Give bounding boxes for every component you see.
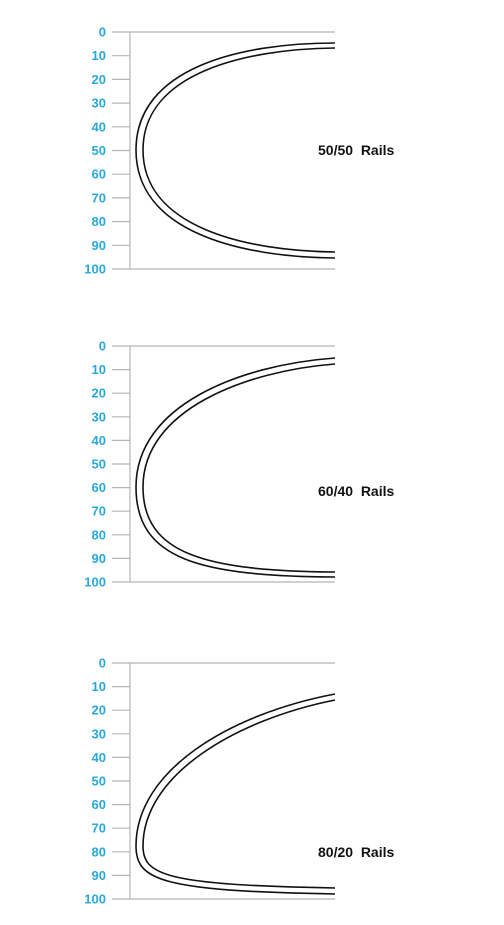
tick-label: 90 (92, 868, 106, 883)
tick-label: 50 (92, 774, 106, 789)
rail-panel-50-50: 0 10 20 30 40 50 60 70 80 90 100 50/50 R… (84, 25, 394, 277)
tick-labels: 0 10 20 30 40 50 60 70 80 90 100 (84, 339, 106, 590)
tick-label: 40 (92, 750, 106, 765)
tick-label: 40 (92, 433, 106, 448)
tick-label: 100 (84, 892, 106, 907)
tick-label: 60 (92, 797, 106, 812)
rail-type-label: 50/50 Rails (318, 142, 394, 158)
tick-labels: 0 10 20 30 40 50 60 70 80 90 100 (84, 25, 106, 277)
tick-label: 90 (92, 238, 106, 253)
tick-label: 60 (92, 167, 106, 182)
tick-label: 0 (99, 25, 106, 40)
tick-marks (112, 55, 130, 246)
tick-label: 10 (92, 679, 106, 694)
tick-label: 90 (92, 551, 106, 566)
rail-panel-80-20: 0 10 20 30 40 50 60 70 80 90 100 80/20 R… (84, 656, 394, 907)
tick-label: 50 (92, 457, 106, 472)
tick-label: 70 (92, 190, 106, 205)
tick-label: 80 (92, 527, 106, 542)
rail-outline-outer (135, 42, 336, 259)
tick-label: 0 (99, 339, 106, 354)
tick-marks (112, 685, 130, 877)
tick-label: 60 (92, 480, 106, 495)
rail-panel-60-40: 0 10 20 30 40 50 60 70 80 90 100 60/40 R… (84, 339, 394, 590)
tick-label: 10 (92, 362, 106, 377)
rail-outline-outer (135, 357, 336, 578)
rail-outline-outer (135, 693, 336, 895)
tick-label: 70 (92, 504, 106, 519)
tick-label: 20 (92, 386, 106, 401)
tick-label: 20 (92, 72, 106, 87)
rail-outline-inner (142, 47, 336, 253)
tick-label: 100 (84, 262, 106, 277)
tick-label: 30 (92, 726, 106, 741)
tick-label: 30 (92, 96, 106, 111)
tick-label: 30 (92, 409, 106, 424)
rail-outline-inner (142, 699, 336, 889)
tick-marks (112, 369, 130, 560)
tick-label: 70 (92, 821, 106, 836)
tick-label: 40 (92, 119, 106, 134)
rail-type-label: 60/40 Rails (318, 483, 394, 499)
tick-label: 80 (92, 214, 106, 229)
tick-label: 100 (84, 575, 106, 590)
tick-labels: 0 10 20 30 40 50 60 70 80 90 100 (84, 656, 106, 907)
rail-outline-inner (142, 363, 336, 573)
tick-label: 0 (99, 656, 106, 671)
rail-type-label: 80/20 Rails (318, 844, 394, 860)
tick-label: 50 (92, 143, 106, 158)
tick-label: 10 (92, 48, 106, 63)
tick-label: 20 (92, 703, 106, 718)
tick-label: 80 (92, 844, 106, 859)
